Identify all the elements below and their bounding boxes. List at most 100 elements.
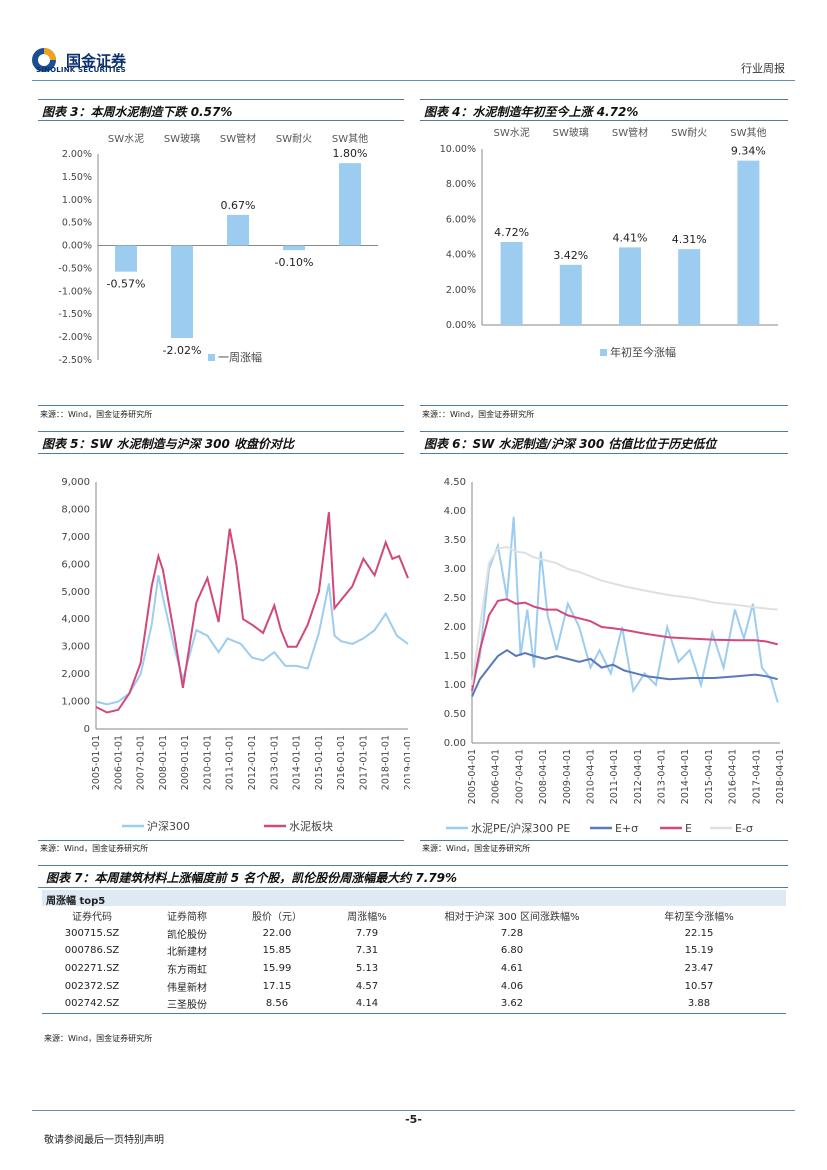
legend-label: E+σ <box>615 822 638 835</box>
fig7-top-rule <box>38 865 788 866</box>
series-line <box>95 575 409 706</box>
x-tick-label: 2011-04-01 <box>609 749 620 804</box>
y-tick-label: 0.00% <box>446 320 476 331</box>
fig4-bottom-rule <box>420 405 788 406</box>
table-cell: 7.28 <box>500 927 524 939</box>
table-cell: 7.31 <box>355 945 379 957</box>
legend-label: 沪深300 <box>147 819 190 833</box>
x-tick-label: 2005-01-01 <box>91 735 102 790</box>
x-tick-label: 2014-04-01 <box>680 749 691 804</box>
x-tick-label: 2016-01-01 <box>336 735 347 790</box>
bar <box>339 163 361 246</box>
fig4-chart: 10.00% 8.00% 6.00% 4.00% 2.00% 0.00% SW水泥 4.72%… <box>440 126 778 359</box>
x-tick-label: 2018-01-01 <box>381 735 392 790</box>
category-label: SW水泥 <box>108 132 144 145</box>
y-tick-label: 8.00% <box>446 179 476 190</box>
bar-value-label: -0.57% <box>107 278 146 291</box>
table-cell: 三圣股份 <box>142 994 232 1014</box>
footer-divider <box>32 1110 795 1111</box>
table-row: 000786.SZ 北新建材 15.85 7.31 6.80 15.19 <box>42 942 786 960</box>
fig4-title-rule <box>420 120 788 121</box>
fig3-source: 来源：：Wind，国金证券研究所 <box>40 410 153 419</box>
table-header-cell: 周涨幅% <box>347 912 387 924</box>
fig7-source: 来源：Wind，国金证券研究所 <box>44 1034 153 1043</box>
fig4-source: 来源：：Wind，国金证券研究所 <box>422 410 535 419</box>
bar <box>619 247 641 325</box>
category-label: SW耐火 <box>671 126 707 139</box>
y-tick-label: 8,000 <box>61 504 90 515</box>
y-tick-label: 2.00% <box>62 149 92 160</box>
category-label: SW水泥 <box>493 126 529 139</box>
y-tick-label: 4.50 <box>444 477 466 488</box>
fig6-top-rule <box>420 431 788 432</box>
table-cell: 000786.SZ <box>64 945 120 957</box>
y-tick-label: 10.00% <box>440 144 476 155</box>
y-tick-label: -2.50% <box>58 355 92 366</box>
y-tick-label: 5,000 <box>61 587 90 598</box>
y-tick-label: 0 <box>84 724 90 735</box>
category-label: SW玻璃 <box>164 132 200 145</box>
fig3-chart: 2.00% 1.50% 1.00% 0.50% 0.00% -0.50% -1.00% -1.… <box>58 132 378 366</box>
table-cell: 3.88 <box>612 994 786 1014</box>
y-tick-label: 4.00 <box>444 506 466 517</box>
table-cell: 23.47 <box>684 963 714 975</box>
category-label: SW玻璃 <box>553 126 589 139</box>
bar-value-label: -2.02% <box>163 344 202 357</box>
table-cell: 4.06 <box>500 980 524 992</box>
bar-value-label: 9.34% <box>731 145 766 158</box>
bar <box>115 245 137 272</box>
bar <box>227 214 249 246</box>
bar-value-label: -0.10% <box>275 256 314 269</box>
table-cell: 4.57 <box>355 980 379 992</box>
category-label: SW管材 <box>612 126 648 139</box>
x-tick-label: 2005-04-01 <box>467 749 478 804</box>
y-tick-label: 2.50 <box>444 593 466 604</box>
y-tick-label: 1.00 <box>444 680 466 691</box>
table-cell: 4.61 <box>500 963 524 975</box>
y-tick-label: 0.00% <box>62 241 92 252</box>
table-cell: 15.19 <box>684 945 714 957</box>
table-cell: 002271.SZ <box>64 963 120 975</box>
table-cell: 8.56 <box>232 994 322 1014</box>
y-tick-label: 3.00 <box>444 564 466 575</box>
bar <box>171 245 193 339</box>
y-tick-label: 0.50% <box>62 218 92 229</box>
fig5-title: 图表 5：SW 水泥制造与沪深 300 收盘价对比 <box>42 437 294 451</box>
fig4-title: 图表 4：水泥制造年初至今上涨 4.72% <box>424 105 639 119</box>
series-line <box>471 516 779 703</box>
fig7-title-rule <box>38 887 788 888</box>
table-cell: 15.99 <box>262 963 292 975</box>
table-header-row: 证券代码 证券简称 股价（元） 周涨幅% 相对于沪深 300 区间涨跌幅% 年初… <box>42 907 786 925</box>
x-tick-label: 2011-01-01 <box>225 735 236 790</box>
sinolink-logo-icon <box>32 48 56 72</box>
y-tick-label: 6,000 <box>61 559 90 570</box>
fig6-chart: 4.50 4.00 3.50 3.00 2.50 2.00 1.50 1.00 0.50 0.00… <box>444 477 786 835</box>
x-tick-label: 2012-04-01 <box>633 749 644 804</box>
table-cell: 002742.SZ <box>42 994 142 1014</box>
fig3-title-rule <box>38 120 404 121</box>
fig6-bottom-rule <box>420 840 788 841</box>
x-tick-label: 2017-01-01 <box>358 735 369 790</box>
legend-swatch <box>208 354 215 361</box>
table-cell: 东方雨虹 <box>167 965 207 977</box>
brand-name-cn: 国金证券 <box>66 52 127 70</box>
y-tick-label: 0.00 <box>444 738 466 749</box>
fig3-bottom-rule <box>38 405 404 406</box>
bar <box>500 241 523 325</box>
table-cell: 4.14 <box>322 994 412 1014</box>
fig6-title-rule <box>420 453 788 454</box>
table-header-cell: 证券简称 <box>167 912 207 924</box>
y-tick-label: 1.00% <box>62 195 92 206</box>
x-tick-label: 2015-01-01 <box>314 735 325 790</box>
fig5-title-rule <box>38 453 404 454</box>
fig6-source: 来源：Wind，国金证券研究所 <box>422 844 531 853</box>
table-header-cell: 相对于沪深 300 区间涨跌幅% <box>444 912 580 924</box>
table-cell: 22.15 <box>684 927 714 939</box>
table-row: 002372.SZ 伟星新材 17.15 4.57 4.06 10.57 <box>42 977 786 995</box>
table-cell: 7.79 <box>355 927 379 939</box>
table-header-cell: 股价（元） <box>252 912 302 924</box>
brand-name-en: SINOLINK SECURITIES <box>36 66 126 74</box>
y-tick-label: 6.00% <box>446 214 476 225</box>
x-tick-label: 2009-01-01 <box>180 735 191 790</box>
x-tick-label: 2007-04-01 <box>514 749 525 804</box>
